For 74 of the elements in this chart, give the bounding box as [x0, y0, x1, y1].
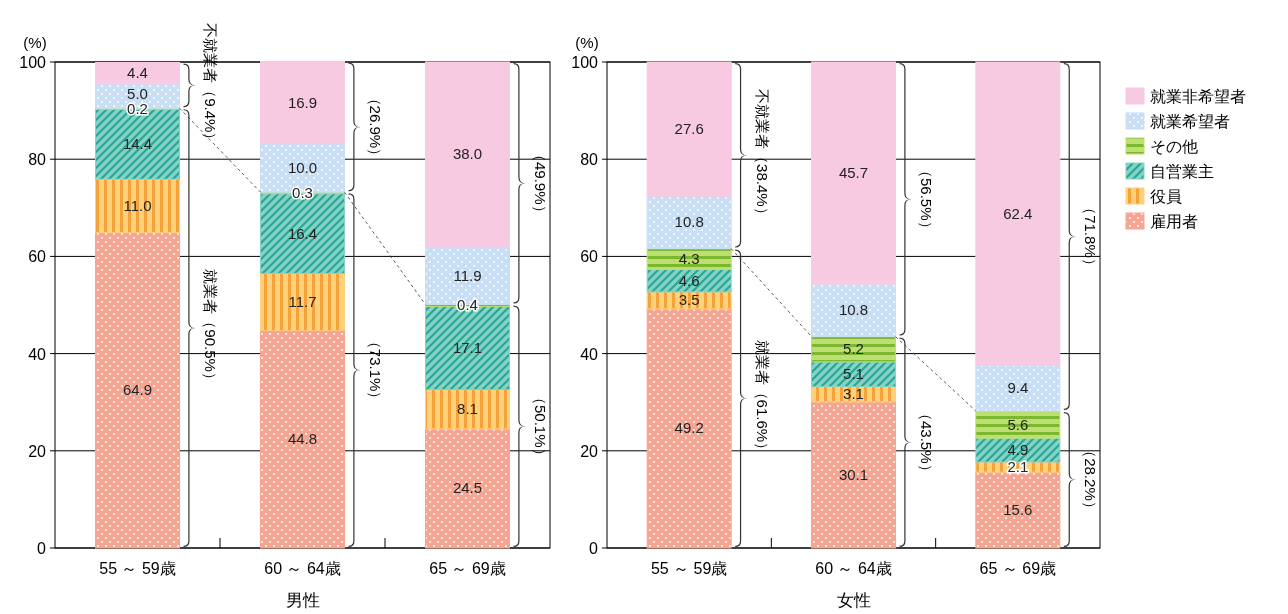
annotation: （50.1%） [532, 389, 549, 463]
data-label: 5.6 [1007, 415, 1029, 433]
annotation: （43.5%） [918, 406, 935, 479]
legend-label: 就業希望者 [1150, 113, 1230, 130]
x-tick-label: 65 ～ 69歳 [979, 560, 1057, 577]
legend-label: 雇用者 [1150, 213, 1198, 230]
annotation: （26.9%） [367, 90, 384, 164]
data-label: 2.1 [1007, 458, 1029, 476]
annotation: （71.8%） [1082, 200, 1100, 273]
data-label: 38.0 [452, 145, 483, 163]
x-tick-label: 65 ～ 69歳 [429, 560, 506, 577]
y-axis-title: (%) [23, 34, 47, 51]
annotation: 不就業者（9.4%） [202, 23, 219, 148]
y-axis-title: (%) [575, 34, 599, 51]
y-tick-label: 80 [580, 151, 599, 169]
y-tick-label: 80 [28, 151, 47, 169]
data-label: 4.4 [127, 64, 148, 82]
y-tick-label: 100 [19, 54, 47, 71]
x-tick-label: 60 ～ 64歳 [815, 560, 892, 577]
data-label: 9.4 [1007, 379, 1029, 397]
x-tick-label: 60 ～ 64歳 [264, 560, 341, 577]
data-label: 62.4 [1003, 204, 1033, 222]
data-label: 10.8 [838, 301, 869, 319]
data-label: 27.6 [674, 120, 704, 138]
data-label: 17.1 [452, 339, 483, 357]
data-label: 24.5 [452, 479, 483, 497]
x-tick-label: 55 ～ 59歳 [99, 560, 176, 577]
x-tick-label: 55 ～ 59歳 [650, 560, 728, 577]
data-label: 11.9 [453, 266, 482, 284]
data-label: 3.1 [843, 385, 864, 403]
x-axis-title: 女性 [836, 591, 871, 610]
data-label: 49.2 [674, 419, 704, 437]
data-label: 5.1 [843, 365, 864, 383]
data-label: 44.8 [287, 430, 318, 448]
legend-label: 自営業主 [1150, 163, 1214, 180]
y-tick-label: 40 [28, 345, 47, 363]
data-label: 14.4 [122, 135, 153, 153]
data-label: 3.5 [678, 291, 700, 309]
y-tick-label: 100 [571, 54, 599, 71]
y-tick-label: 60 [28, 248, 47, 266]
data-label: 5.0 [127, 84, 148, 102]
legend-label: 役員 [1150, 188, 1182, 205]
data-label: 11.7 [288, 292, 317, 310]
data-label: 45.7 [838, 164, 869, 182]
annotation: 就業者（90.5%） [202, 269, 219, 387]
data-label: 4.9 [1007, 441, 1029, 459]
data-label: 4.6 [678, 271, 700, 289]
data-label: 16.9 [287, 93, 318, 111]
annotation: 就業者（61.6%） [753, 339, 771, 458]
annotation: （49.9%） [532, 146, 549, 220]
y-tick-label: 20 [28, 442, 47, 460]
data-label: 30.1 [838, 465, 869, 483]
legend-label: 就業非希望者 [1150, 88, 1246, 105]
data-label: 11.0 [123, 196, 152, 214]
y-tick-label: 40 [580, 345, 599, 363]
data-label: 64.9 [122, 381, 153, 399]
x-axis-title: 男性 [285, 591, 320, 610]
y-tick-label: 60 [580, 248, 599, 266]
y-tick-label: 0 [37, 540, 47, 557]
data-label: 4.3 [678, 250, 700, 268]
data-label: 10.0 [287, 158, 318, 176]
data-label: 5.2 [843, 340, 864, 358]
annotation: （28.2%） [1082, 443, 1100, 516]
data-label: 8.1 [457, 400, 478, 418]
data-label: 16.4 [287, 224, 318, 242]
annotation: 不就業者（38.4%） [753, 89, 771, 222]
annotation: （56.5%） [918, 163, 935, 236]
data-label: 0.3 [292, 183, 313, 201]
y-tick-label: 20 [580, 442, 599, 460]
y-tick-label: 0 [589, 540, 599, 557]
data-label: 15.6 [1003, 501, 1033, 519]
annotation: （73.1%） [367, 333, 384, 407]
data-label: 10.8 [674, 213, 704, 231]
legend-label: その他 [1150, 138, 1198, 155]
